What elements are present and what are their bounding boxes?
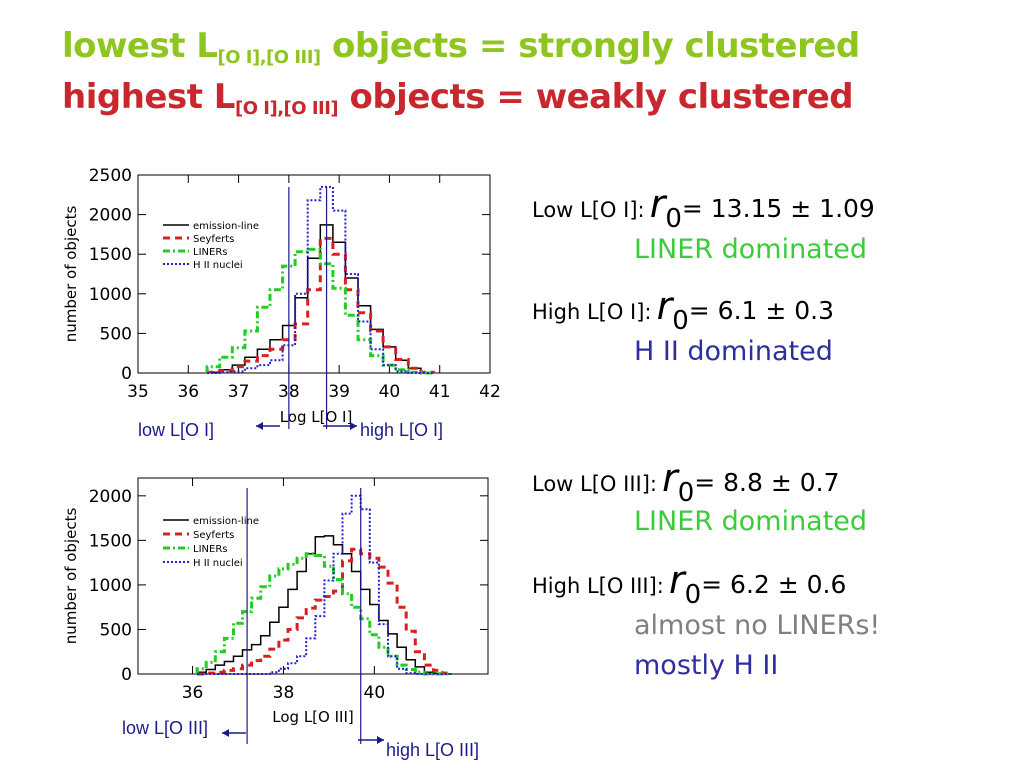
r0-symbol: r0 <box>668 558 702 610</box>
x-tick-label: 40 <box>364 683 386 703</box>
result-high-oiii: High L[O III]: r0= 6.2 ± 0.6 <box>532 558 846 610</box>
y-tick-label: 500 <box>100 620 132 640</box>
y-tick-label: 1000 <box>89 576 132 596</box>
x-tick-label: 36 <box>177 382 199 402</box>
legend-entry: Seyferts <box>193 234 234 245</box>
series-h-ii-nuclei <box>207 185 434 374</box>
series-h-ii-nuclei <box>197 494 452 675</box>
result-low-oiii-value: = 8.8 ± 0.7 <box>694 468 840 497</box>
result-high-oiii-value: = 6.2 ± 0.6 <box>701 570 847 599</box>
x-axis-label: Log L[O III] <box>272 708 353 726</box>
title-2-sub: [O I],[O III] <box>234 98 339 119</box>
x-tick-label: 41 <box>429 382 451 402</box>
result-low-oiii: Low L[O III]: r0= 8.8 ± 0.7 <box>532 456 840 508</box>
title-line-2: highest L[O I],[O III] objects = weakly … <box>62 77 854 119</box>
legend-entry: emission-line <box>193 516 259 527</box>
x-tick-label: 35 <box>127 382 149 402</box>
oi-histogram: 35 36 37 38 39 40 41 4205001000150020002500Log … <box>62 166 501 430</box>
result-low-oi-label: Low L[O I]: <box>532 198 645 222</box>
y-tick-label: 1500 <box>89 245 132 265</box>
legend-entry: H II nuclei <box>193 558 243 569</box>
legend-entry: LINERs <box>193 544 227 555</box>
result-low-oi-value: = 13.15 ± 1.09 <box>681 194 875 223</box>
y-tick-label: 0 <box>121 665 132 685</box>
title-line-1: lowest L[O I],[O III] objects = strongly… <box>62 26 860 68</box>
x-tick-label: 37 <box>228 382 250 402</box>
note-high-oiii-1: almost no LINERs! <box>634 610 881 641</box>
result-high-oi-label: High L[O I]: <box>532 300 652 324</box>
note-high-oiii-2: mostly H II <box>634 650 779 681</box>
y-axis-label: number of objects <box>62 508 80 645</box>
result-low-oiii-label: Low L[O III]: <box>532 472 657 496</box>
arrow-label-low-oi: low L[O I] <box>138 420 215 440</box>
series-liners <box>205 247 434 375</box>
result-high-oi: High L[O I]: r0= 6.1 ± 0.3 <box>532 284 834 336</box>
legend-entry: Seyferts <box>193 530 234 541</box>
low-arrow-head <box>256 422 263 430</box>
x-tick-label: 39 <box>328 382 350 402</box>
note-low-oi: LINER dominated <box>634 234 868 265</box>
y-tick-label: 2000 <box>89 487 132 507</box>
high-arrow-head <box>350 422 357 430</box>
y-tick-label: 1500 <box>89 531 132 551</box>
x-tick-label: 36 <box>182 683 204 703</box>
y-tick-label: 2000 <box>89 206 132 226</box>
note-low-oiii: LINER dominated <box>634 506 868 537</box>
high-arrow-head <box>377 736 384 744</box>
y-axis-label: number of objects <box>62 206 80 343</box>
series-emission-line <box>196 535 452 675</box>
result-high-oiii-label: High L[O III]: <box>532 574 664 598</box>
plot-frame <box>137 174 491 374</box>
series-emission-line <box>206 224 435 373</box>
low-arrow-head <box>222 729 229 737</box>
arrow-label-high-oi: high L[O I] <box>360 420 444 440</box>
oiii-histogram: 36 38 40 0 500 1000 1500 2000 Log L[O III] number… <box>62 477 489 744</box>
x-axis-label: Log L[O I] <box>280 408 353 426</box>
result-low-oi: Low L[O I]: r0= 13.15 ± 1.09 <box>532 182 875 234</box>
title-2-pre: highest L <box>62 77 235 117</box>
arrow-label-high-oiii: high L[O III] <box>386 740 480 760</box>
title-1-post: objects = strongly clustered <box>320 26 860 66</box>
y-tick-label: 0 <box>121 364 132 384</box>
title-2-post: objects = weakly clustered <box>338 77 854 117</box>
y-tick-label: 500 <box>100 324 132 344</box>
title-1-sub: [O I],[O III] <box>217 47 321 68</box>
r0-symbol: r0 <box>662 456 695 508</box>
note-high-oi: H II dominated <box>634 336 833 367</box>
plot-frame <box>137 477 489 675</box>
result-high-oi-value: = 6.1 ± 0.3 <box>688 296 835 325</box>
series-liners <box>195 552 452 676</box>
r0-symbol: r0 <box>649 182 682 234</box>
arrow-label-low-oiii: low L[O III] <box>122 718 209 738</box>
legend-entry: emission-line <box>193 221 259 232</box>
y-tick-label: 2500 <box>89 166 132 186</box>
title-1-pre: lowest L <box>62 26 218 66</box>
r0-symbol: r0 <box>656 284 689 336</box>
x-tick-label: 42 <box>479 382 501 402</box>
legend-entry: LINERs <box>193 247 227 258</box>
x-tick-label: 40 <box>379 382 401 402</box>
y-tick-label: 1000 <box>89 285 132 305</box>
legend-entry: H II nuclei <box>193 260 243 271</box>
x-tick-label: 38 <box>273 683 295 703</box>
